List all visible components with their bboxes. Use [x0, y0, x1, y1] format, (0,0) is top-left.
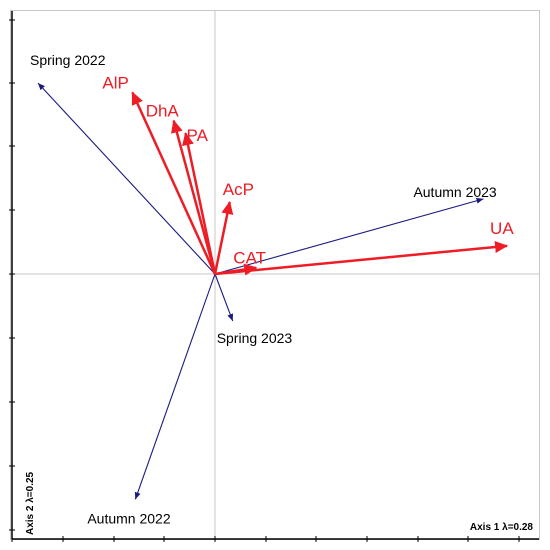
vector-autumn-2022 [134, 273, 216, 500]
vector-spring-2022 [37, 82, 216, 275]
vector-alp [131, 91, 217, 275]
vector-label-spring-2023: Spring 2023 [217, 330, 293, 346]
vector-label-pa: PA [187, 126, 209, 145]
vector-autumn-2023 [214, 197, 484, 275]
plot-frame [10, 10, 540, 540]
vector-label-cat: CAT [233, 249, 266, 268]
vector-label-acp: AcP [223, 180, 254, 199]
x-axis-title: Axis 1 λ=0.28 [470, 522, 534, 533]
x-axis-ticks [11, 536, 520, 542]
y-axis-ticks [9, 19, 15, 531]
vector-label-autumn-2022: Autumn 2022 [87, 510, 170, 526]
vector-label-autumn-2023: Autumn 2023 [413, 184, 496, 200]
vector-acp [213, 201, 234, 275]
vector-label-dha: DhA [146, 102, 180, 121]
vector-layer: Spring 2022 Autumn 2023 Spring 2023 Autumn … [30, 52, 514, 526]
vector-spring-2023 [214, 273, 234, 322]
vector-dha [171, 119, 217, 275]
y-axis-title: Axis 2 λ=0.25 [25, 471, 36, 535]
vector-pa [182, 132, 217, 275]
vector-label-ua: UA [490, 219, 514, 238]
vector-ua [214, 241, 509, 276]
vector-label-spring-2022: Spring 2022 [30, 52, 106, 68]
vector-label-alp: AlP [102, 73, 128, 92]
